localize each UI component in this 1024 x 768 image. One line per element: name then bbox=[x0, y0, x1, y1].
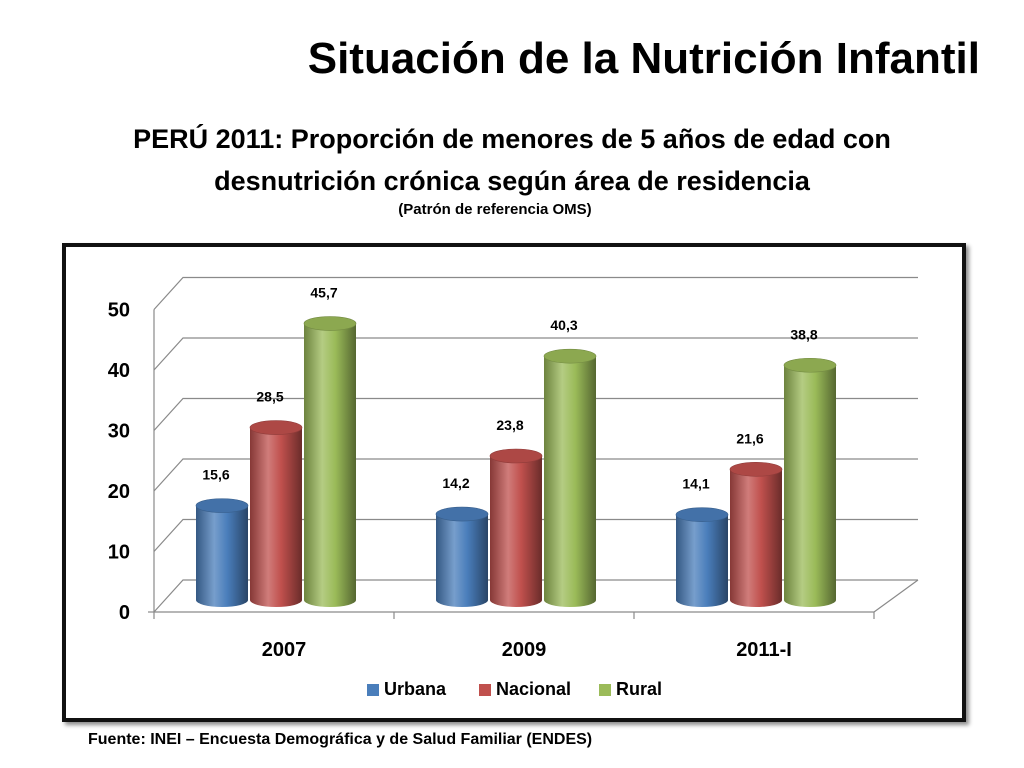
chart-frame: 0 10 20 30 40 50 15,6 28,5 45,7 2007 14,2 23,8 40,3 2… bbox=[62, 243, 966, 722]
gridline bbox=[153, 579, 918, 613]
data-label: 14,1 bbox=[682, 476, 709, 492]
subtitle-line-1: PERÚ 2011: Proporción de menores de 5 añ… bbox=[133, 124, 891, 154]
y-tick-label: 40 bbox=[108, 360, 130, 382]
gridline bbox=[153, 397, 918, 431]
y-tick-label: 10 bbox=[108, 542, 130, 564]
source-note: Fuente: INEI – Encuesta Demográfica y de… bbox=[88, 731, 593, 748]
legend-swatch-nacional bbox=[479, 684, 491, 696]
bar-cap bbox=[729, 462, 783, 477]
bar-cap bbox=[543, 348, 597, 364]
bar-cap bbox=[195, 498, 249, 513]
bar-cap bbox=[783, 357, 837, 373]
reference-note: (Patrón de referencia OMS) bbox=[398, 201, 592, 218]
bar-cap bbox=[489, 448, 543, 464]
subtitle-line-2: desnutrición crónica según área de resid… bbox=[214, 166, 810, 196]
legend-swatch-urbana bbox=[367, 684, 379, 696]
bar-rural-2009 bbox=[544, 356, 596, 607]
chart-subtitle: PERÚ 2011: Proporción de menores de 5 añ… bbox=[0, 118, 1024, 202]
data-label: 21,6 bbox=[736, 430, 763, 446]
x-category-label: 2009 bbox=[502, 639, 547, 661]
y-tick-label: 0 bbox=[119, 602, 130, 624]
bar-rural-2007 bbox=[304, 323, 356, 607]
gridline bbox=[153, 276, 918, 310]
bar-cap bbox=[675, 507, 729, 522]
bar-chart: 0 10 20 30 40 50 15,6 28,5 45,7 2007 14,2 23,8 40,3 2… bbox=[108, 276, 919, 699]
bar-urbana-2007 bbox=[196, 505, 248, 607]
gridline bbox=[153, 458, 918, 492]
gridline bbox=[153, 337, 918, 371]
data-label: 45,7 bbox=[310, 285, 337, 301]
bar-cap bbox=[435, 506, 489, 522]
gridline bbox=[153, 518, 918, 552]
y-tick-label: 20 bbox=[108, 481, 130, 503]
bar-nacional-2007 bbox=[250, 427, 302, 607]
data-label: 14,2 bbox=[442, 475, 469, 491]
bar-cap bbox=[249, 420, 303, 435]
legend-label-nacional: Nacional bbox=[496, 679, 571, 699]
legend-label-rural: Rural bbox=[616, 679, 662, 699]
data-label: 15,6 bbox=[202, 467, 229, 483]
y-tick-label: 30 bbox=[108, 421, 130, 443]
bar-cap bbox=[303, 316, 357, 331]
bar-urbana-2009 bbox=[436, 514, 488, 607]
data-label: 23,8 bbox=[496, 417, 523, 433]
bar-nacional-2009 bbox=[490, 456, 542, 607]
data-label: 38,8 bbox=[790, 326, 817, 342]
bar-urbana-2011-I bbox=[676, 514, 728, 607]
y-tick-label: 50 bbox=[108, 300, 130, 322]
bar-nacional-2011-I bbox=[730, 469, 782, 607]
x-category-label: 2011-I bbox=[736, 639, 792, 661]
x-category-label: 2007 bbox=[262, 639, 307, 661]
bar-rural-2011-I bbox=[784, 365, 836, 607]
data-label: 28,5 bbox=[256, 389, 283, 405]
slide-title: Situación de la Nutrición Infantil bbox=[307, 34, 980, 83]
legend-label-urbana: Urbana bbox=[384, 679, 447, 699]
legend-swatch-rural bbox=[599, 684, 611, 696]
data-label: 40,3 bbox=[550, 317, 577, 333]
